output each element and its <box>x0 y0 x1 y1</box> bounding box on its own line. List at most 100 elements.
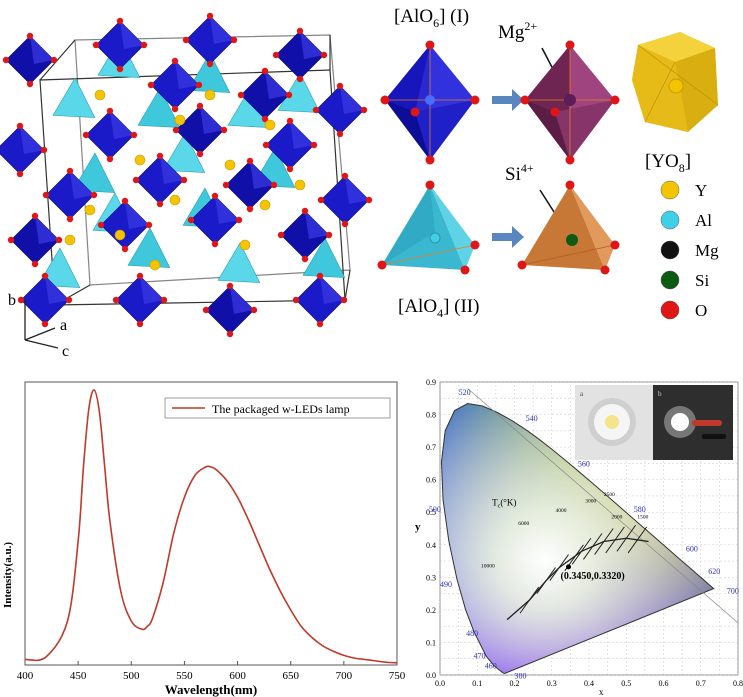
oxygen-atom <box>180 176 188 184</box>
oxygen-atom <box>156 200 164 208</box>
alo6-octahedron-face <box>305 211 329 239</box>
yttrium-atom <box>204 89 216 101</box>
alo4-tetrahedron-cell <box>52 77 96 118</box>
alo4-tetrahedron-cell <box>277 72 321 113</box>
yttrium-atom <box>174 114 186 126</box>
spectrum-x-tick-label: 400 <box>17 670 34 682</box>
oxygen-atom <box>26 32 34 40</box>
cie-wavelength-label-700: 700 <box>727 587 739 596</box>
alo6-octahedron-face <box>215 196 239 224</box>
oxygen-atom <box>121 245 129 253</box>
cct-axis-label: Tc(°K) <box>492 498 516 510</box>
oxygen-atom <box>42 191 50 199</box>
alo4-tetrahedron-cell <box>162 132 206 173</box>
alo6-octahedron-face <box>230 286 254 314</box>
alo6-octahedron-face <box>20 126 44 154</box>
oxygen-atom <box>340 296 348 304</box>
alo4-tetrahedron-cell <box>302 237 346 278</box>
oxygen-atom <box>90 191 98 199</box>
cie-y-tick-label: 0.4 <box>426 541 436 550</box>
cie-x-tick-label: 0.6 <box>659 679 669 688</box>
oxygen-atom <box>196 150 204 158</box>
cie-wavelength-label-470: 470 <box>474 652 486 661</box>
cie-x-tick-label: 0.8 <box>733 679 743 688</box>
yttrium-atom <box>294 179 306 191</box>
oxygen-atom <box>226 282 234 290</box>
yttrium-atom <box>94 89 106 101</box>
oxygen-atom <box>206 60 214 68</box>
oxygen-atom <box>132 176 140 184</box>
alo6-octahedron-face <box>120 21 144 49</box>
oxygen-atom <box>147 81 155 89</box>
cie-y-tick-label: 0.2 <box>426 606 436 615</box>
yo8-polyhedron <box>632 32 719 132</box>
iso-cct-line <box>616 524 636 552</box>
emission-spectrum-chart: 400 450 500 550 600 650 700 750 The packaged w-… <box>2 381 406 697</box>
cie-y-tick-label: 0.0 <box>426 671 436 680</box>
oxygen-atom <box>360 106 368 114</box>
iso-cct-line <box>605 526 625 554</box>
spectrum-x-tick-label: 450 <box>70 670 87 682</box>
cie-x-tick-label: 0.5 <box>621 679 631 688</box>
cie-gamut-white <box>441 403 714 674</box>
oxygen-atom <box>187 216 195 224</box>
alo6-octahedron-face <box>340 86 364 114</box>
yttrium-atom <box>259 199 271 211</box>
oxygen-atom <box>31 212 39 220</box>
cie-x-tick-label: 0.1 <box>472 679 482 688</box>
yttrium-atom <box>134 154 146 166</box>
oxygen-atom <box>286 165 294 173</box>
oxygen-atom <box>16 170 24 178</box>
oxygen-atom <box>250 306 258 314</box>
alo6-octahedron-face <box>200 106 224 134</box>
oxygen-atom <box>285 91 293 99</box>
iso-cct-line <box>571 537 592 565</box>
oxygen-atom <box>235 216 243 224</box>
oxygen-atom <box>341 172 349 180</box>
oxygen-atom <box>196 102 204 110</box>
alo6-octahedron-face <box>125 201 149 229</box>
oxygen-atom <box>226 330 234 338</box>
iso-cct-line <box>627 526 648 554</box>
spectrum-x-tick-label: 700 <box>336 670 353 682</box>
oxygen-atom <box>112 296 120 304</box>
cie-diagonal-line <box>467 388 739 624</box>
oxygen-atom <box>182 36 190 44</box>
axis-a-label: a <box>60 317 67 334</box>
cct-label-2500: 2500 <box>604 492 615 498</box>
oxygen-atom <box>261 115 269 123</box>
legend-swatch-mg <box>660 240 680 260</box>
cct-label-3000: 3000 <box>585 498 596 504</box>
iso-cct-line <box>536 567 556 594</box>
oxygen-atom <box>116 65 124 73</box>
iso-cct-line <box>549 554 569 581</box>
alo6-octahedron-face <box>265 71 289 99</box>
oxygen-atom <box>292 296 300 304</box>
oxygen-atom <box>320 51 328 59</box>
cie-wavelength-label-500: 500 <box>429 505 441 514</box>
alo4-tetrahedron-cell <box>137 87 181 128</box>
oxygen-atom <box>66 167 74 175</box>
oxygen-atom <box>195 81 203 89</box>
oxygen-atom <box>172 126 180 134</box>
oxygen-atom <box>301 255 309 263</box>
spectrum-x-tick-label: 650 <box>282 670 299 682</box>
oxygen-atom <box>140 41 148 49</box>
cie-wavelength-label-460: 460 <box>485 661 497 670</box>
oxygen-atom <box>17 296 25 304</box>
oxygen-atom <box>246 157 254 165</box>
spectrum-plot-frame <box>24 381 398 666</box>
legend-label-o: O <box>695 301 707 320</box>
cie-x-tick-label: 0.3 <box>547 679 557 688</box>
spectrum-series-line <box>24 389 398 664</box>
spectrum-legend-label: The packaged w-LEDs lamp <box>212 402 350 416</box>
oxygen-atom <box>211 240 219 248</box>
substitution-arrow-2 <box>492 226 524 248</box>
polyhedra-cluster <box>0 12 373 338</box>
oxygen-atom <box>286 117 294 125</box>
oxygen-atom <box>261 67 269 75</box>
oxygen-atom <box>50 56 58 64</box>
alo6-octahedron-face <box>320 276 344 304</box>
oxygen-atom <box>2 56 10 64</box>
oxygen-atom <box>116 17 124 25</box>
